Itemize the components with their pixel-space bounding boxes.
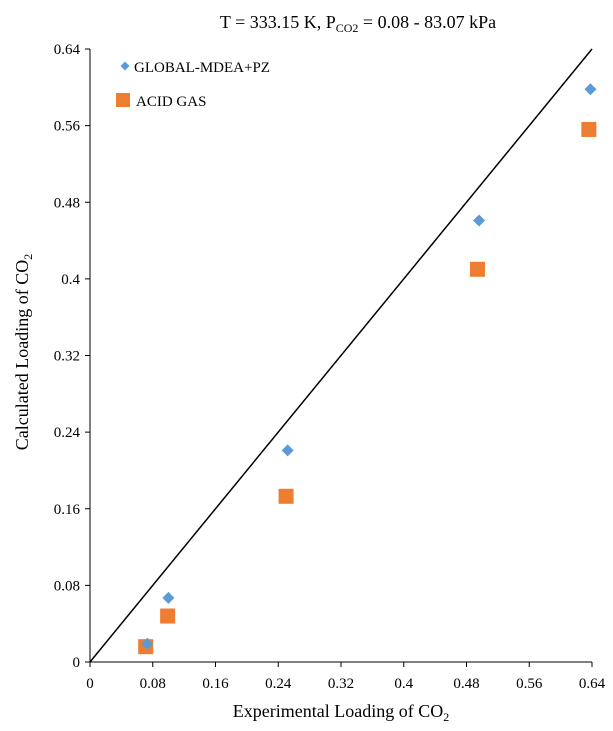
x-tick-label: 0.48 bbox=[453, 676, 479, 692]
data-point-square bbox=[160, 608, 176, 624]
y-tick-label: 0.32 bbox=[54, 349, 80, 365]
legend-label-0: GLOBAL-MDEA+PZ bbox=[134, 60, 270, 76]
x-tick-label: 0.08 bbox=[140, 676, 166, 692]
x-ticks: 0 0.08 0.16 0.24 0.32 0.4 0.48 0.56 0.64 bbox=[86, 662, 606, 692]
data-point-diamond bbox=[584, 83, 597, 96]
data-marks bbox=[138, 83, 597, 655]
legend-item-acid-gas: ACID GAS bbox=[116, 93, 206, 110]
chart-title: T = 333.15 K, PCO2 = 0.08 - 83.07 kPa bbox=[220, 12, 496, 35]
y-tick-label: 0.48 bbox=[54, 195, 80, 211]
data-point-diamond bbox=[473, 214, 486, 227]
data-point-square bbox=[278, 488, 294, 504]
y-ticks: 0 0.08 0.16 0.24 0.32 0.4 0.48 0.56 0.64 bbox=[54, 42, 90, 671]
legend-label-1: ACID GAS bbox=[136, 94, 206, 110]
legend-marker-diamond bbox=[120, 61, 130, 71]
x-tick-label: 0.4 bbox=[394, 676, 413, 692]
data-point-square bbox=[469, 261, 485, 277]
chart-title-main: T = 333.15 K, P bbox=[220, 12, 336, 32]
parity-line bbox=[89, 48, 593, 663]
x-axis-title: Experimental Loading of CO2 bbox=[233, 701, 449, 724]
data-point-diamond bbox=[281, 444, 294, 457]
data-point-diamond bbox=[162, 591, 175, 604]
y-tick-label: 0.56 bbox=[54, 119, 81, 135]
x-tick-label: 0 bbox=[86, 676, 94, 692]
data-point-diamond bbox=[141, 637, 154, 650]
x-tick-label: 0.56 bbox=[516, 676, 543, 692]
chart-title-tail: = 0.08 - 83.07 kPa bbox=[358, 12, 496, 32]
chart-title-subscript: CO2 bbox=[336, 21, 359, 35]
y-tick-label: 0.64 bbox=[54, 42, 81, 58]
y-axis-title: Calculated Loading of CO2 bbox=[12, 254, 35, 450]
x-tick-label: 0.24 bbox=[265, 676, 292, 692]
legend: GLOBAL-MDEA+PZ ACID GAS bbox=[116, 60, 270, 110]
y-tick-label: 0.4 bbox=[61, 272, 80, 288]
y-tick-label: 0.08 bbox=[54, 578, 80, 594]
y-tick-label: 0 bbox=[73, 655, 81, 671]
legend-item-global-mdea-pz: GLOBAL-MDEA+PZ bbox=[120, 60, 270, 76]
x-tick-label: 0.64 bbox=[579, 676, 606, 692]
y-tick-label: 0.24 bbox=[54, 425, 81, 441]
data-point-square bbox=[581, 121, 597, 137]
x-tick-label: 0.32 bbox=[328, 676, 354, 692]
legend-marker-square bbox=[116, 93, 130, 107]
x-tick-label: 0.16 bbox=[202, 676, 229, 692]
y-tick-label: 0.16 bbox=[54, 502, 81, 518]
